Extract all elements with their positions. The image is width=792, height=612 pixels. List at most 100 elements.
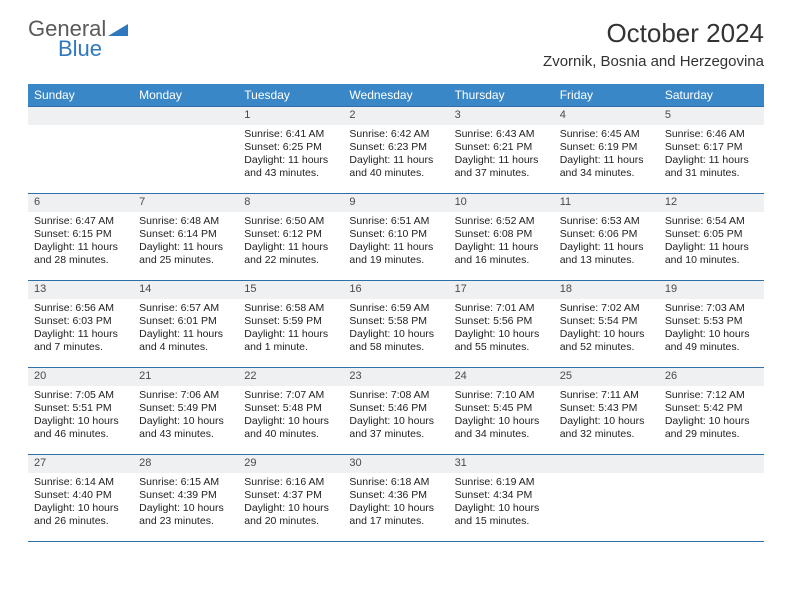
- day-body: Sunrise: 7:07 AMSunset: 5:48 PMDaylight:…: [238, 386, 343, 448]
- sunrise-text: Sunrise: 6:43 AM: [455, 128, 548, 141]
- day-cell: 21Sunrise: 7:06 AMSunset: 5:49 PMDayligh…: [133, 368, 238, 454]
- daylight-text: Daylight: 10 hours and 52 minutes.: [560, 328, 653, 354]
- sunset-text: Sunset: 6:23 PM: [349, 141, 442, 154]
- sunrise-text: Sunrise: 6:42 AM: [349, 128, 442, 141]
- sunrise-text: Sunrise: 6:47 AM: [34, 215, 127, 228]
- sunset-text: Sunset: 5:42 PM: [665, 402, 758, 415]
- sunrise-text: Sunrise: 6:19 AM: [455, 476, 548, 489]
- day-number: [28, 107, 133, 125]
- sunrise-text: Sunrise: 7:12 AM: [665, 389, 758, 402]
- sunset-text: Sunset: 5:56 PM: [455, 315, 548, 328]
- day-cell: 23Sunrise: 7:08 AMSunset: 5:46 PMDayligh…: [343, 368, 448, 454]
- sunrise-text: Sunrise: 6:57 AM: [139, 302, 232, 315]
- day-cell: 29Sunrise: 6:16 AMSunset: 4:37 PMDayligh…: [238, 455, 343, 541]
- dow-saturday: Saturday: [659, 84, 764, 106]
- sunset-text: Sunset: 6:06 PM: [560, 228, 653, 241]
- daylight-text: Daylight: 10 hours and 49 minutes.: [665, 328, 758, 354]
- sunset-text: Sunset: 5:43 PM: [560, 402, 653, 415]
- daylight-text: Daylight: 10 hours and 29 minutes.: [665, 415, 758, 441]
- day-cell: 7Sunrise: 6:48 AMSunset: 6:14 PMDaylight…: [133, 194, 238, 280]
- sunrise-text: Sunrise: 7:01 AM: [455, 302, 548, 315]
- day-cell: [133, 107, 238, 193]
- daylight-text: Daylight: 11 hours and 34 minutes.: [560, 154, 653, 180]
- day-cell: 8Sunrise: 6:50 AMSunset: 6:12 PMDaylight…: [238, 194, 343, 280]
- sunset-text: Sunset: 5:51 PM: [34, 402, 127, 415]
- sunrise-text: Sunrise: 6:16 AM: [244, 476, 337, 489]
- sunset-text: Sunset: 5:45 PM: [455, 402, 548, 415]
- day-cell: 14Sunrise: 6:57 AMSunset: 6:01 PMDayligh…: [133, 281, 238, 367]
- day-body: Sunrise: 7:11 AMSunset: 5:43 PMDaylight:…: [554, 386, 659, 448]
- dow-wednesday: Wednesday: [343, 84, 448, 106]
- logo-text-block: General Blue: [28, 18, 128, 60]
- daylight-text: Daylight: 10 hours and 55 minutes.: [455, 328, 548, 354]
- sunrise-text: Sunrise: 7:10 AM: [455, 389, 548, 402]
- sunrise-text: Sunrise: 6:51 AM: [349, 215, 442, 228]
- daylight-text: Daylight: 10 hours and 37 minutes.: [349, 415, 442, 441]
- daylight-text: Daylight: 11 hours and 4 minutes.: [139, 328, 232, 354]
- day-number: 3: [449, 107, 554, 125]
- daylight-text: Daylight: 11 hours and 37 minutes.: [455, 154, 548, 180]
- day-body: Sunrise: 6:47 AMSunset: 6:15 PMDaylight:…: [28, 212, 133, 274]
- day-number: 13: [28, 281, 133, 299]
- day-body: Sunrise: 6:19 AMSunset: 4:34 PMDaylight:…: [449, 473, 554, 535]
- day-body: Sunrise: 6:53 AMSunset: 6:06 PMDaylight:…: [554, 212, 659, 274]
- week-row: 20Sunrise: 7:05 AMSunset: 5:51 PMDayligh…: [28, 367, 764, 454]
- day-body: Sunrise: 6:51 AMSunset: 6:10 PMDaylight:…: [343, 212, 448, 274]
- dow-sunday: Sunday: [28, 84, 133, 106]
- day-number: 12: [659, 194, 764, 212]
- day-body: Sunrise: 6:56 AMSunset: 6:03 PMDaylight:…: [28, 299, 133, 361]
- daylight-text: Daylight: 11 hours and 1 minute.: [244, 328, 337, 354]
- day-body: Sunrise: 6:18 AMSunset: 4:36 PMDaylight:…: [343, 473, 448, 535]
- day-cell: 30Sunrise: 6:18 AMSunset: 4:36 PMDayligh…: [343, 455, 448, 541]
- week-row: 13Sunrise: 6:56 AMSunset: 6:03 PMDayligh…: [28, 280, 764, 367]
- day-body: [28, 125, 133, 134]
- sunset-text: Sunset: 6:10 PM: [349, 228, 442, 241]
- daylight-text: Daylight: 11 hours and 13 minutes.: [560, 241, 653, 267]
- day-cell: 4Sunrise: 6:45 AMSunset: 6:19 PMDaylight…: [554, 107, 659, 193]
- daylight-text: Daylight: 11 hours and 10 minutes.: [665, 241, 758, 267]
- sunset-text: Sunset: 5:53 PM: [665, 315, 758, 328]
- sunrise-text: Sunrise: 6:48 AM: [139, 215, 232, 228]
- day-cell: 6Sunrise: 6:47 AMSunset: 6:15 PMDaylight…: [28, 194, 133, 280]
- day-cell: 3Sunrise: 6:43 AMSunset: 6:21 PMDaylight…: [449, 107, 554, 193]
- day-number: 5: [659, 107, 764, 125]
- sunset-text: Sunset: 4:39 PM: [139, 489, 232, 502]
- dow-tuesday: Tuesday: [238, 84, 343, 106]
- day-number: 15: [238, 281, 343, 299]
- sunset-text: Sunset: 6:17 PM: [665, 141, 758, 154]
- calendar-bottom-rule: [28, 541, 764, 542]
- daylight-text: Daylight: 11 hours and 31 minutes.: [665, 154, 758, 180]
- day-body: Sunrise: 6:54 AMSunset: 6:05 PMDaylight:…: [659, 212, 764, 274]
- day-number: [133, 107, 238, 125]
- day-number: 30: [343, 455, 448, 473]
- day-body: [659, 473, 764, 482]
- day-number: 17: [449, 281, 554, 299]
- day-body: Sunrise: 7:01 AMSunset: 5:56 PMDaylight:…: [449, 299, 554, 361]
- day-number: 8: [238, 194, 343, 212]
- day-number: 19: [659, 281, 764, 299]
- day-body: Sunrise: 6:16 AMSunset: 4:37 PMDaylight:…: [238, 473, 343, 535]
- sunrise-text: Sunrise: 7:07 AM: [244, 389, 337, 402]
- daylight-text: Daylight: 11 hours and 43 minutes.: [244, 154, 337, 180]
- day-cell: 18Sunrise: 7:02 AMSunset: 5:54 PMDayligh…: [554, 281, 659, 367]
- day-body: Sunrise: 6:45 AMSunset: 6:19 PMDaylight:…: [554, 125, 659, 187]
- daylight-text: Daylight: 10 hours and 15 minutes.: [455, 502, 548, 528]
- sunset-text: Sunset: 4:37 PM: [244, 489, 337, 502]
- day-number: 1: [238, 107, 343, 125]
- sunrise-text: Sunrise: 6:59 AM: [349, 302, 442, 315]
- day-number: 20: [28, 368, 133, 386]
- day-number: 29: [238, 455, 343, 473]
- day-of-week-header: Sunday Monday Tuesday Wednesday Thursday…: [28, 84, 764, 106]
- day-number: 25: [554, 368, 659, 386]
- sunset-text: Sunset: 6:19 PM: [560, 141, 653, 154]
- day-cell: 19Sunrise: 7:03 AMSunset: 5:53 PMDayligh…: [659, 281, 764, 367]
- day-body: Sunrise: 6:46 AMSunset: 6:17 PMDaylight:…: [659, 125, 764, 187]
- day-number: 31: [449, 455, 554, 473]
- day-body: Sunrise: 7:12 AMSunset: 5:42 PMDaylight:…: [659, 386, 764, 448]
- sunrise-text: Sunrise: 6:45 AM: [560, 128, 653, 141]
- sunrise-text: Sunrise: 6:52 AM: [455, 215, 548, 228]
- daylight-text: Daylight: 10 hours and 58 minutes.: [349, 328, 442, 354]
- day-number: 28: [133, 455, 238, 473]
- day-cell: 20Sunrise: 7:05 AMSunset: 5:51 PMDayligh…: [28, 368, 133, 454]
- day-cell: [554, 455, 659, 541]
